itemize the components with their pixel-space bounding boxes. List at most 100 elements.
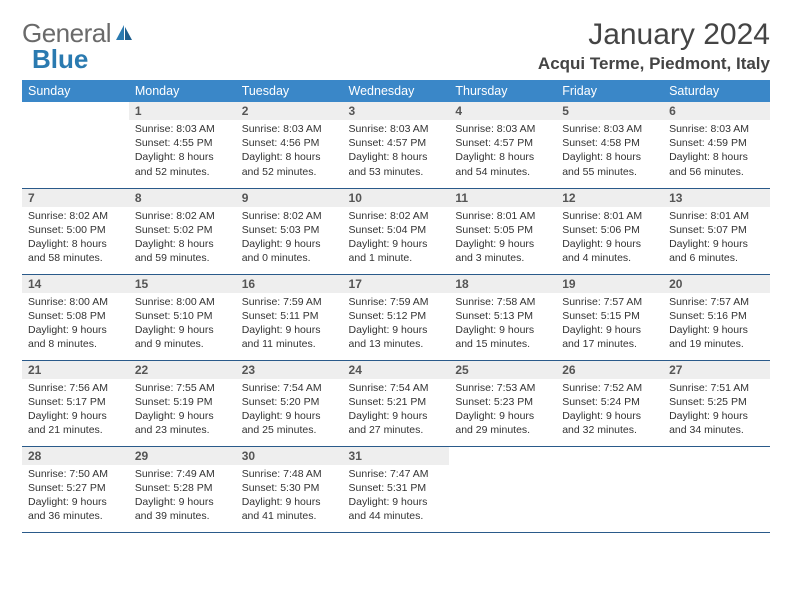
sunset-text: Sunset: 5:04 PM <box>349 223 444 237</box>
calendar-cell: 15Sunrise: 8:00 AMSunset: 5:10 PMDayligh… <box>129 274 236 360</box>
sunrise-text: Sunrise: 7:57 AM <box>562 295 657 309</box>
calendar-cell: 13Sunrise: 8:01 AMSunset: 5:07 PMDayligh… <box>663 188 770 274</box>
calendar-cell: 2Sunrise: 8:03 AMSunset: 4:56 PMDaylight… <box>236 102 343 188</box>
day-number: 1 <box>129 102 236 120</box>
sunrise-text: Sunrise: 8:01 AM <box>669 209 764 223</box>
calendar-cell: 16Sunrise: 7:59 AMSunset: 5:11 PMDayligh… <box>236 274 343 360</box>
daylight-text-1: Daylight: 9 hours <box>28 323 123 337</box>
sunrise-text: Sunrise: 8:00 AM <box>28 295 123 309</box>
daylight-text-2: and 15 minutes. <box>455 337 550 351</box>
day-details: Sunrise: 7:50 AMSunset: 5:27 PMDaylight:… <box>22 465 129 528</box>
sunset-text: Sunset: 4:55 PM <box>135 136 230 150</box>
daylight-text-1: Daylight: 9 hours <box>28 495 123 509</box>
calendar-cell: 26Sunrise: 7:52 AMSunset: 5:24 PMDayligh… <box>556 360 663 446</box>
daylight-text-2: and 54 minutes. <box>455 165 550 179</box>
sunrise-text: Sunrise: 8:03 AM <box>242 122 337 136</box>
calendar-cell: 20Sunrise: 7:57 AMSunset: 5:16 PMDayligh… <box>663 274 770 360</box>
sunset-text: Sunset: 4:57 PM <box>455 136 550 150</box>
day-number: 31 <box>343 447 450 465</box>
calendar-cell: 10Sunrise: 8:02 AMSunset: 5:04 PMDayligh… <box>343 188 450 274</box>
day-number: 28 <box>22 447 129 465</box>
daylight-text-2: and 39 minutes. <box>135 509 230 523</box>
sunset-text: Sunset: 5:27 PM <box>28 481 123 495</box>
daylight-text-1: Daylight: 8 hours <box>135 150 230 164</box>
daylight-text-1: Daylight: 8 hours <box>242 150 337 164</box>
sunset-text: Sunset: 5:15 PM <box>562 309 657 323</box>
daylight-text-2: and 4 minutes. <box>562 251 657 265</box>
calendar-cell: 6Sunrise: 8:03 AMSunset: 4:59 PMDaylight… <box>663 102 770 188</box>
daylight-text-1: Daylight: 9 hours <box>562 409 657 423</box>
daylight-text-1: Daylight: 9 hours <box>669 409 764 423</box>
day-details: Sunrise: 8:02 AMSunset: 5:04 PMDaylight:… <box>343 207 450 270</box>
calendar-cell: 8Sunrise: 8:02 AMSunset: 5:02 PMDaylight… <box>129 188 236 274</box>
calendar-cell: 11Sunrise: 8:01 AMSunset: 5:05 PMDayligh… <box>449 188 556 274</box>
daylight-text-1: Daylight: 9 hours <box>242 237 337 251</box>
day-number: 7 <box>22 189 129 207</box>
daylight-text-2: and 27 minutes. <box>349 423 444 437</box>
daylight-text-2: and 52 minutes. <box>242 165 337 179</box>
sunrise-text: Sunrise: 7:55 AM <box>135 381 230 395</box>
sunset-text: Sunset: 5:05 PM <box>455 223 550 237</box>
month-title: January 2024 <box>538 18 770 52</box>
sunrise-text: Sunrise: 7:51 AM <box>669 381 764 395</box>
sunset-text: Sunset: 5:12 PM <box>349 309 444 323</box>
daylight-text-1: Daylight: 8 hours <box>455 150 550 164</box>
calendar-cell <box>663 446 770 532</box>
daylight-text-2: and 32 minutes. <box>562 423 657 437</box>
calendar-cell: 23Sunrise: 7:54 AMSunset: 5:20 PMDayligh… <box>236 360 343 446</box>
calendar-cell: 22Sunrise: 7:55 AMSunset: 5:19 PMDayligh… <box>129 360 236 446</box>
day-number: 23 <box>236 361 343 379</box>
day-details: Sunrise: 8:01 AMSunset: 5:06 PMDaylight:… <box>556 207 663 270</box>
daylight-text-2: and 11 minutes. <box>242 337 337 351</box>
weekday-header: Saturday <box>663 80 770 102</box>
sunset-text: Sunset: 5:17 PM <box>28 395 123 409</box>
day-number: 17 <box>343 275 450 293</box>
calendar-row: 21 Sunrise: 7:56 AMSunset: 5:17 PM Dayligh… <box>22 360 770 446</box>
calendar-cell: 19Sunrise: 7:57 AMSunset: 5:15 PMDayligh… <box>556 274 663 360</box>
day-number: 12 <box>556 189 663 207</box>
day-details: Sunrise: 7:54 AMSunset: 5:21 PMDaylight:… <box>343 379 450 442</box>
calendar-cell: 28Sunrise: 7:50 AMSunset: 5:27 PMDayligh… <box>22 446 129 532</box>
day-number: 27 <box>663 361 770 379</box>
day-number: 5 <box>556 102 663 120</box>
calendar-cell: 3Sunrise: 8:03 AMSunset: 4:57 PMDaylight… <box>343 102 450 188</box>
daylight-text-2: and 23 minutes. <box>135 423 230 437</box>
daylight-text-2: and 44 minutes. <box>349 509 444 523</box>
day-details: Sunrise: 7:55 AMSunset: 5:19 PMDaylight:… <box>129 379 236 442</box>
sunrise-text: Sunrise: 8:01 AM <box>455 209 550 223</box>
sunrise-text: Sunrise: 7:58 AM <box>455 295 550 309</box>
day-details: Sunrise: 7:59 AMSunset: 5:11 PMDaylight:… <box>236 293 343 356</box>
sunset-text: Sunset: 4:57 PM <box>349 136 444 150</box>
weekday-header: Friday <box>556 80 663 102</box>
sunset-text: Sunset: 5:28 PM <box>135 481 230 495</box>
logo-text-blue: Blue <box>32 44 88 75</box>
calendar-cell: 14Sunrise: 8:00 AMSunset: 5:08 PMDayligh… <box>22 274 129 360</box>
daylight-text-1: Daylight: 9 hours <box>135 323 230 337</box>
daylight-text-1: Daylight: 8 hours <box>562 150 657 164</box>
day-number: 3 <box>343 102 450 120</box>
sunrise-text: Sunrise: 7:56 AM <box>28 381 123 395</box>
daylight-text-2: and 25 minutes. <box>242 423 337 437</box>
day-details: Sunrise: 8:00 AMSunset: 5:10 PMDaylight:… <box>129 293 236 356</box>
day-number: 2 <box>236 102 343 120</box>
day-number: 20 <box>663 275 770 293</box>
weekday-header: Tuesday <box>236 80 343 102</box>
weekday-header: Thursday <box>449 80 556 102</box>
sunset-text: Sunset: 5:02 PM <box>135 223 230 237</box>
day-number: 6 <box>663 102 770 120</box>
day-number: 16 <box>236 275 343 293</box>
day-details: Sunrise: 7:58 AMSunset: 5:13 PMDaylight:… <box>449 293 556 356</box>
daylight-text-1: Daylight: 9 hours <box>669 323 764 337</box>
daylight-text-2: and 3 minutes. <box>455 251 550 265</box>
day-details: Sunrise: 7:48 AMSunset: 5:30 PMDaylight:… <box>236 465 343 528</box>
daylight-text-1: Daylight: 8 hours <box>349 150 444 164</box>
calendar-cell: 4Sunrise: 8:03 AMSunset: 4:57 PMDaylight… <box>449 102 556 188</box>
daylight-text-1: Daylight: 9 hours <box>455 237 550 251</box>
sunrise-text: Sunrise: 7:49 AM <box>135 467 230 481</box>
day-number: 21 <box>22 361 129 379</box>
daylight-text-2: and 17 minutes. <box>562 337 657 351</box>
sunset-text: Sunset: 5:19 PM <box>135 395 230 409</box>
calendar-cell: 30Sunrise: 7:48 AMSunset: 5:30 PMDayligh… <box>236 446 343 532</box>
daylight-text-2: and 19 minutes. <box>669 337 764 351</box>
sunset-text: Sunset: 5:31 PM <box>349 481 444 495</box>
